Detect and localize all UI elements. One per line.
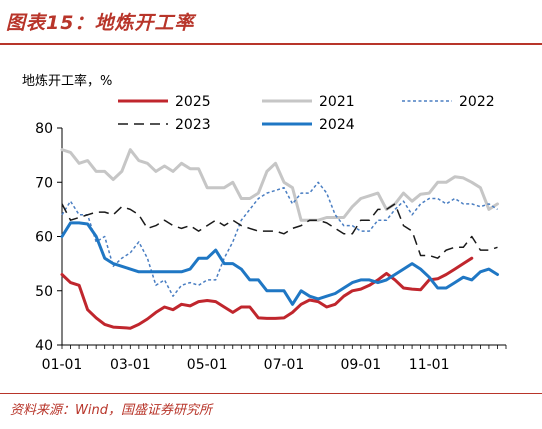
legend-label-2021: 2021 [319, 94, 355, 110]
source-rule [0, 393, 542, 394]
x-tick-label: 05-01 [187, 357, 228, 373]
x-tick-label: 01-01 [42, 357, 83, 373]
y-tick-label: 70 [35, 175, 53, 191]
y-tick-label: 80 [35, 121, 53, 137]
legend-label-2024: 2024 [319, 117, 355, 133]
x-tick-label: 11-01 [409, 357, 450, 373]
x-tick-label: 03-01 [110, 357, 151, 373]
figure-title: 图表15：地炼开工率 [6, 12, 195, 34]
title-rule [0, 43, 542, 45]
legend-label-2025: 2025 [175, 94, 211, 110]
y-tick-label: 60 [35, 230, 53, 246]
series-line-2023 [61, 203, 498, 259]
x-tick-label: 09-01 [341, 357, 382, 373]
series-line-2025 [60, 256, 474, 330]
legend-label-2023: 2023 [175, 117, 211, 133]
legend-label-2022: 2022 [459, 94, 495, 110]
x-tick-label: 07-01 [264, 357, 305, 373]
y-tick-label: 40 [35, 338, 53, 354]
series-line-2022 [61, 181, 498, 297]
y-unit-label: 地炼开工率，% [22, 74, 113, 89]
source-note: 资料来源：Wind，国盛证券研究所 [10, 403, 212, 418]
series-line-2024 [60, 221, 499, 306]
series-line-2021 [60, 148, 499, 222]
y-tick-label: 50 [35, 284, 53, 300]
